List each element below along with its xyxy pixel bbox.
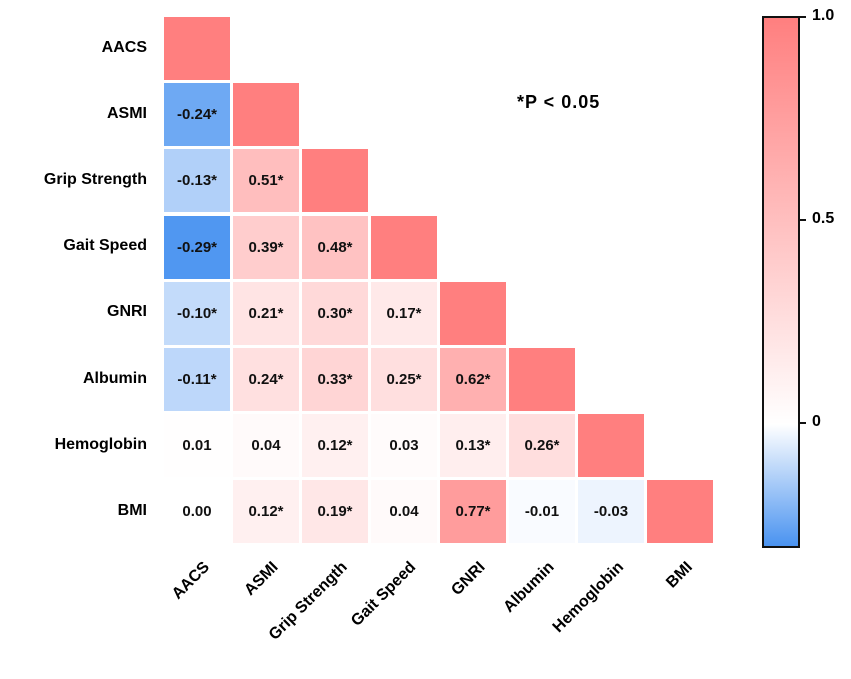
heatmap-cell: 0.33* [302, 348, 368, 411]
colorbar [762, 16, 800, 548]
heatmap-cell: 0.25* [371, 348, 437, 411]
heatmap-cell: -0.01 [509, 480, 575, 544]
heatmap-cell [371, 215, 437, 279]
heatmap-cell: 0.13* [440, 414, 506, 478]
heatmap-cell: 0.12* [302, 414, 368, 478]
heatmap-cell: -0.24* [164, 83, 230, 147]
row-label: Albumin [83, 369, 147, 387]
heatmap-cell [440, 281, 506, 345]
colorbar-tick-label: 0 [812, 413, 821, 431]
heatmap-cell: 0.77* [440, 480, 506, 544]
heatmap-cell: 0.19* [302, 480, 368, 544]
row-label: ASMI [107, 104, 147, 122]
row-label: AACS [101, 38, 147, 56]
heatmap-cell: -0.13* [164, 149, 230, 213]
colorbar-tick [798, 422, 806, 425]
column-label: AACS [168, 558, 213, 603]
heatmap-cell: 0.00 [164, 480, 230, 544]
heatmap-cell [164, 17, 230, 80]
colorbar-tick [798, 16, 806, 18]
heatmap-cell: 0.51* [233, 149, 299, 213]
colorbar-tick-label: 1.0 [812, 7, 835, 24]
heatmap-cell: 0.24* [233, 348, 299, 411]
heatmap-cell: -0.11* [164, 348, 230, 411]
heatmap-cell: 0.48* [302, 215, 368, 279]
colorbar-tick [798, 219, 806, 222]
heatmap-cell: 0.17* [371, 281, 437, 345]
heatmap-cell: -0.10* [164, 281, 230, 345]
heatmap-cell: 0.30* [302, 281, 368, 345]
heatmap-cell: 0.12* [233, 480, 299, 544]
heatmap-cell [578, 414, 644, 478]
heatmap-cell: 0.04 [371, 480, 437, 544]
heatmap-cell [302, 149, 368, 213]
heatmap-cell [647, 480, 713, 544]
row-label: Hemoglobin [54, 435, 147, 453]
column-label: Albumin [500, 558, 558, 616]
heatmap-cell: 0.26* [509, 414, 575, 478]
heatmap-cell: 0.04 [233, 414, 299, 478]
column-label: GNRI [448, 558, 489, 599]
significance-note: *P < 0.05 [517, 92, 601, 112]
heatmap-cell [233, 83, 299, 147]
colorbar-tick-label: 0.5 [812, 210, 835, 228]
heatmap-cell: 0.03 [371, 414, 437, 478]
column-label: ASMI [241, 558, 282, 599]
row-label: Grip Strength [43, 170, 147, 188]
heatmap-cell [509, 348, 575, 411]
heatmap-cell: 0.39* [233, 215, 299, 279]
heatmap-cell: -0.03 [578, 480, 644, 544]
column-label: BMI [662, 558, 696, 592]
heatmap-cell: -0.29* [164, 215, 230, 279]
column-label: Gait Speed [348, 558, 420, 630]
heatmap-cell: 0.62* [440, 348, 506, 411]
row-label: BMI [117, 501, 147, 519]
column-label: Hemoglobin [549, 558, 627, 637]
row-label: Gait Speed [63, 237, 147, 255]
heatmap-cell: 0.21* [233, 281, 299, 345]
heatmap-cell: 0.01 [164, 414, 230, 478]
row-label: GNRI [107, 303, 147, 321]
